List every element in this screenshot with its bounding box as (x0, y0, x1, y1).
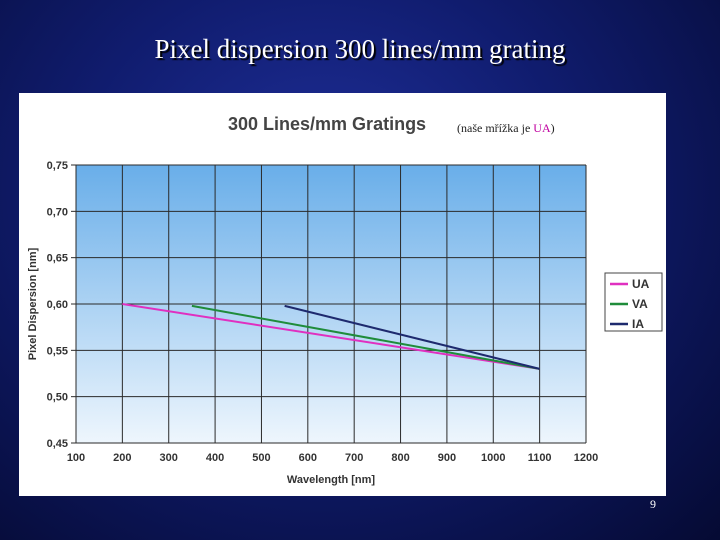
x-tick-label: 900 (438, 452, 456, 464)
chart-panel: 100 200 300 400 500 600 700 800 900 1000 1100 1200 0… (19, 93, 666, 496)
axis-layer: 100 200 300 400 500 600 700 800 900 1000 1100 1200 0… (27, 160, 598, 486)
chart-svg: 100 200 300 400 500 600 700 800 900 1000 1100 1200 0… (27, 160, 663, 486)
x-tick-label: 700 (345, 452, 363, 464)
y-axis-title: Pixel Dispersion [nm] (27, 247, 39, 360)
x-tick-label: 300 (160, 452, 178, 464)
y-tick-label: 0,75 (47, 160, 68, 172)
x-tick-label: 100 (67, 452, 85, 464)
series-line-ia (284, 304, 540, 370)
y-tick-label: 0,50 (47, 392, 68, 404)
slide-title: Pixel dispersion 300 lines/mm grating (154, 34, 566, 64)
y-tick-label: 0,45 (47, 438, 68, 450)
x-axis-title: Wavelength [nm] (287, 474, 376, 486)
x-tick-label: 1000 (481, 452, 505, 464)
legend-label: IA (632, 317, 644, 331)
y-tick-label: 0,60 (47, 299, 68, 311)
page-number: 9 (650, 497, 656, 511)
legend-box (604, 272, 663, 332)
x-tick-label: 400 (206, 452, 224, 464)
x-tick-label: 1100 (528, 452, 552, 464)
x-tick-label: 1200 (574, 452, 598, 464)
x-tick-label: 800 (391, 452, 409, 464)
grid-layer (75, 164, 587, 444)
legend: UA VA IA (604, 272, 663, 332)
chart-title: 300 Lines/mm Gratings (228, 114, 427, 134)
x-tick-label: 500 (252, 452, 270, 464)
note-highlight: UA (533, 121, 551, 135)
series-line-va (191, 304, 540, 370)
y-tick-label: 0,55 (47, 345, 68, 357)
legend-label: VA (632, 297, 648, 311)
x-tick-label: 200 (113, 452, 131, 464)
note-suffix: ) (550, 121, 555, 135)
series-layer (122, 303, 540, 370)
y-tick-label: 0,65 (47, 253, 68, 265)
x-tick-label: 600 (299, 452, 317, 464)
y-tick-label: 0,70 (47, 206, 68, 218)
note-prefix: (naše mřížka je (457, 121, 534, 135)
chart-note: (naše mřížka je UA) (457, 121, 555, 136)
legend-label: UA (632, 277, 650, 291)
series-line-ua (122, 303, 540, 370)
